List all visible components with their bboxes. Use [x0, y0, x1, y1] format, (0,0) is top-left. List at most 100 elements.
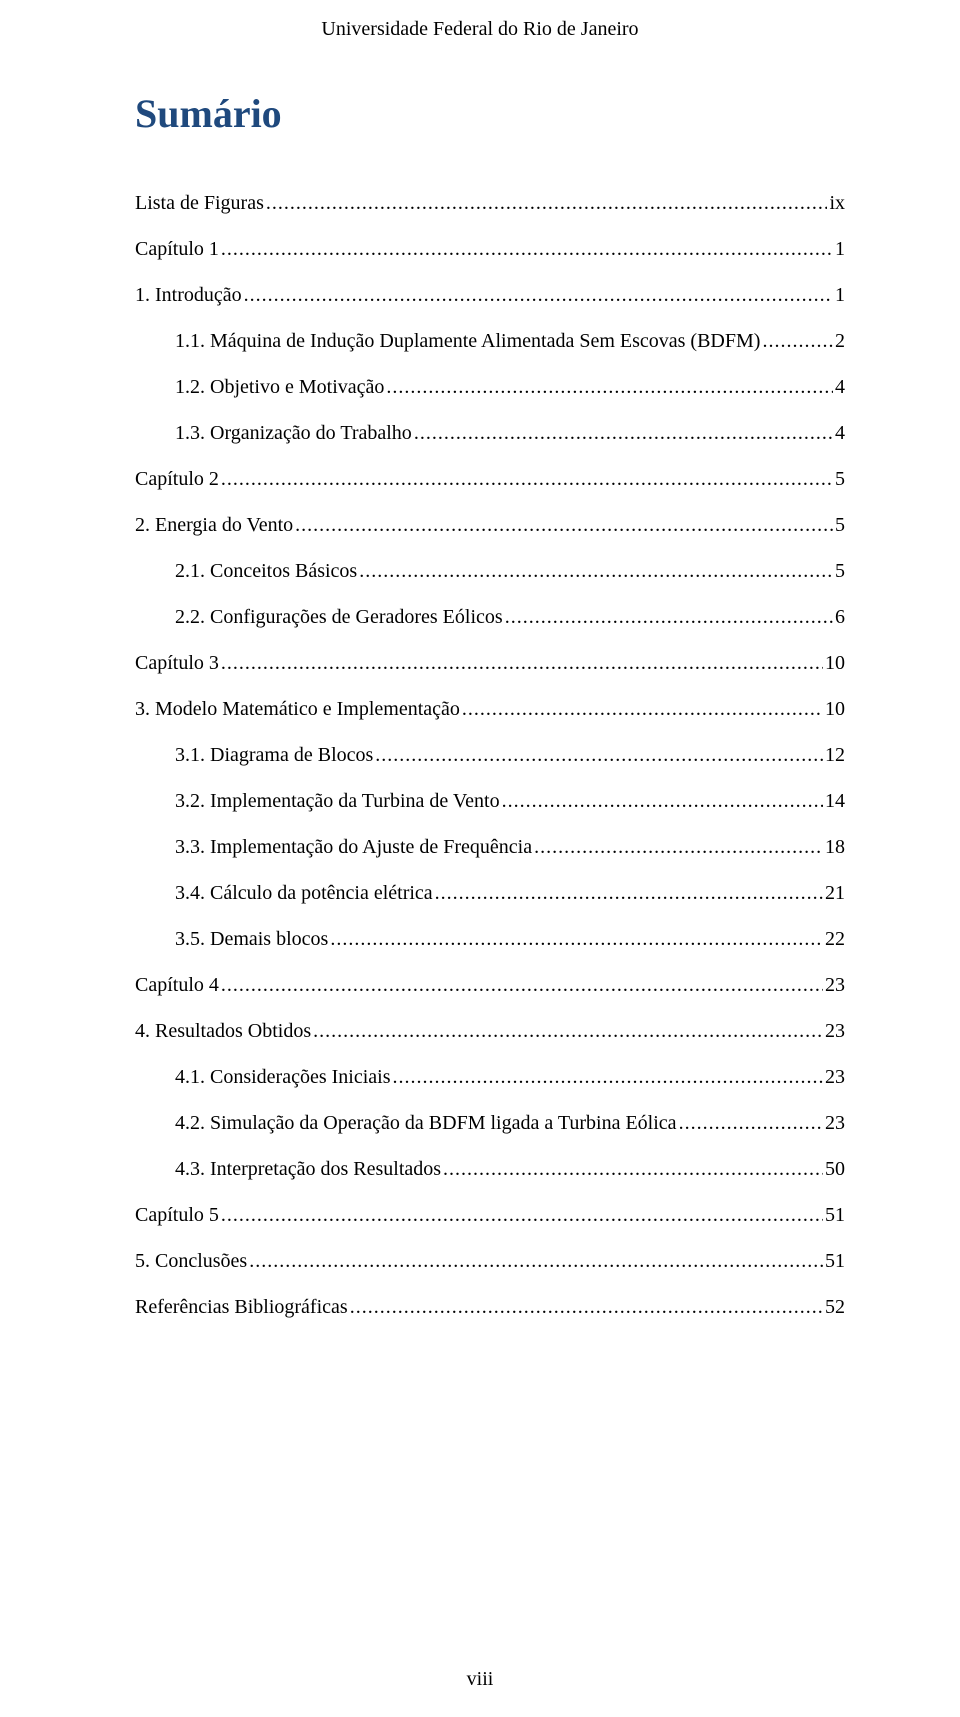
- toc-row: 3. Modelo Matemático e Implementação 10: [135, 699, 845, 719]
- toc-entry-label: 3. Modelo Matemático e Implementação: [135, 699, 460, 719]
- toc-entry-page: 23: [825, 1113, 845, 1133]
- document-page: Universidade Federal do Rio de Janeiro S…: [0, 0, 960, 1717]
- toc-entry-label: 3.1. Diagrama de Blocos: [175, 745, 373, 765]
- toc-entry-label: Capítulo 2: [135, 469, 219, 489]
- toc-entry-label: 3.5. Demais blocos: [175, 929, 328, 949]
- toc-entry-label: Lista de Figuras: [135, 193, 264, 213]
- toc-leader-dots: [462, 699, 823, 719]
- toc-leader-dots: [386, 377, 833, 397]
- toc-entry-label: 2. Energia do Vento: [135, 515, 293, 535]
- toc-leader-dots: [266, 193, 828, 213]
- toc-entry-label: Capítulo 3: [135, 653, 219, 673]
- toc-entry-page: 5: [835, 469, 845, 489]
- toc-row: 3.2. Implementação da Turbina de Vento 14: [135, 791, 845, 811]
- toc-leader-dots: [249, 1251, 823, 1271]
- toc-entry-label: 4.1. Considerações Iniciais: [175, 1067, 391, 1087]
- toc-entry-label: 4.3. Interpretação dos Resultados: [175, 1159, 441, 1179]
- toc-row: 4.1. Considerações Iniciais 23: [135, 1067, 845, 1087]
- toc-row: 4.3. Interpretação dos Resultados 50: [135, 1159, 845, 1179]
- toc-entry-page: 23: [825, 1067, 845, 1087]
- toc-leader-dots: [221, 469, 833, 489]
- toc-entry-page: 14: [825, 791, 845, 811]
- toc-row: 1.2. Objetivo e Motivação 4: [135, 377, 845, 397]
- toc-row: 1.1. Máquina de Indução Duplamente Alime…: [135, 331, 845, 351]
- toc-leader-dots: [295, 515, 833, 535]
- toc-row: 1.3. Organização do Trabalho 4: [135, 423, 845, 443]
- table-of-contents: Lista de FigurasixCapítulo 111. Introduç…: [135, 193, 845, 1317]
- toc-entry-page: 51: [825, 1251, 845, 1271]
- toc-entry-page: 4: [835, 423, 845, 443]
- toc-row: 3.1. Diagrama de Blocos 12: [135, 745, 845, 765]
- toc-entry-label: 2.1. Conceitos Básicos: [175, 561, 357, 581]
- toc-entry-page: 52: [825, 1297, 845, 1317]
- toc-row: Capítulo 3 10: [135, 653, 845, 673]
- toc-leader-dots: [221, 975, 823, 995]
- toc-row: 2.2. Configurações de Geradores Eólicos6: [135, 607, 845, 627]
- toc-entry-label: 3.4. Cálculo da potência elétrica: [175, 883, 433, 903]
- toc-entry-label: 5. Conclusões: [135, 1251, 247, 1271]
- toc-entry-page: ix: [829, 193, 845, 213]
- toc-entry-label: Capítulo 5: [135, 1205, 219, 1225]
- toc-leader-dots: [359, 561, 833, 581]
- toc-entry-page: 1: [835, 239, 845, 259]
- toc-entry-label: Capítulo 1: [135, 239, 219, 259]
- toc-entry-page: 10: [825, 653, 845, 673]
- toc-entry-label: Capítulo 4: [135, 975, 219, 995]
- toc-row: Referências Bibliográficas 52: [135, 1297, 845, 1317]
- toc-entry-label: 1.2. Objetivo e Motivação: [175, 377, 384, 397]
- toc-row: 2.1. Conceitos Básicos 5: [135, 561, 845, 581]
- toc-leader-dots: [393, 1067, 824, 1087]
- toc-entry-page: 51: [825, 1205, 845, 1225]
- toc-row: 4.2. Simulação da Operação da BDFM ligad…: [135, 1113, 845, 1133]
- toc-leader-dots: [443, 1159, 823, 1179]
- toc-entry-label: 3.3. Implementação do Ajuste de Frequênc…: [175, 837, 532, 857]
- toc-leader-dots: [502, 791, 823, 811]
- toc-leader-dots: [221, 653, 823, 673]
- toc-row: Capítulo 5 51: [135, 1205, 845, 1225]
- page-header: Universidade Federal do Rio de Janeiro: [0, 18, 960, 41]
- toc-row: 2. Energia do Vento 5: [135, 515, 845, 535]
- toc-entry-page: 5: [835, 561, 845, 581]
- toc-entry-page: 23: [825, 975, 845, 995]
- toc-row: 3.4. Cálculo da potência elétrica 21: [135, 883, 845, 903]
- toc-entry-page: 5: [835, 515, 845, 535]
- toc-entry-page: 1: [835, 285, 845, 305]
- toc-entry-page: 12: [825, 745, 845, 765]
- toc-leader-dots: [244, 285, 833, 305]
- page-number-footer: viii: [0, 1668, 960, 1691]
- toc-leader-dots: [435, 883, 823, 903]
- toc-leader-dots: [679, 1113, 823, 1133]
- toc-row: 4. Resultados Obtidos 23: [135, 1021, 845, 1041]
- toc-entry-page: 2: [835, 331, 845, 351]
- toc-row: 3.5. Demais blocos 22: [135, 929, 845, 949]
- toc-entry-label: Referências Bibliográficas: [135, 1297, 348, 1317]
- toc-entry-page: 23: [825, 1021, 845, 1041]
- toc-leader-dots: [534, 837, 823, 857]
- toc-entry-label: 3.2. Implementação da Turbina de Vento: [175, 791, 500, 811]
- toc-row: Capítulo 1 1: [135, 239, 845, 259]
- toc-leader-dots: [313, 1021, 823, 1041]
- toc-leader-dots: [375, 745, 823, 765]
- toc-entry-page: 21: [825, 883, 845, 903]
- toc-entry-label: 4. Resultados Obtidos: [135, 1021, 311, 1041]
- toc-row: 1. Introdução 1: [135, 285, 845, 305]
- toc-row: 5. Conclusões 51: [135, 1251, 845, 1271]
- toc-entry-page: 10: [825, 699, 845, 719]
- toc-leader-dots: [221, 239, 833, 259]
- toc-leader-dots: [505, 607, 833, 627]
- toc-entry-page: 6: [835, 607, 845, 627]
- toc-entry-label: 4.2. Simulação da Operação da BDFM ligad…: [175, 1113, 677, 1133]
- toc-row: 3.3. Implementação do Ajuste de Frequênc…: [135, 837, 845, 857]
- toc-leader-dots: [221, 1205, 823, 1225]
- toc-entry-label: 1.3. Organização do Trabalho: [175, 423, 412, 443]
- toc-entry-page: 4: [835, 377, 845, 397]
- toc-leader-dots: [414, 423, 833, 443]
- toc-entry-page: 50: [825, 1159, 845, 1179]
- toc-leader-dots: [762, 331, 833, 351]
- toc-row: Capítulo 4 23: [135, 975, 845, 995]
- toc-entry-page: 18: [825, 837, 845, 857]
- toc-entry-page: 22: [825, 929, 845, 949]
- toc-leader-dots: [330, 929, 823, 949]
- toc-entry-label: 1. Introdução: [135, 285, 242, 305]
- toc-row: Lista de Figuras ix: [135, 193, 845, 213]
